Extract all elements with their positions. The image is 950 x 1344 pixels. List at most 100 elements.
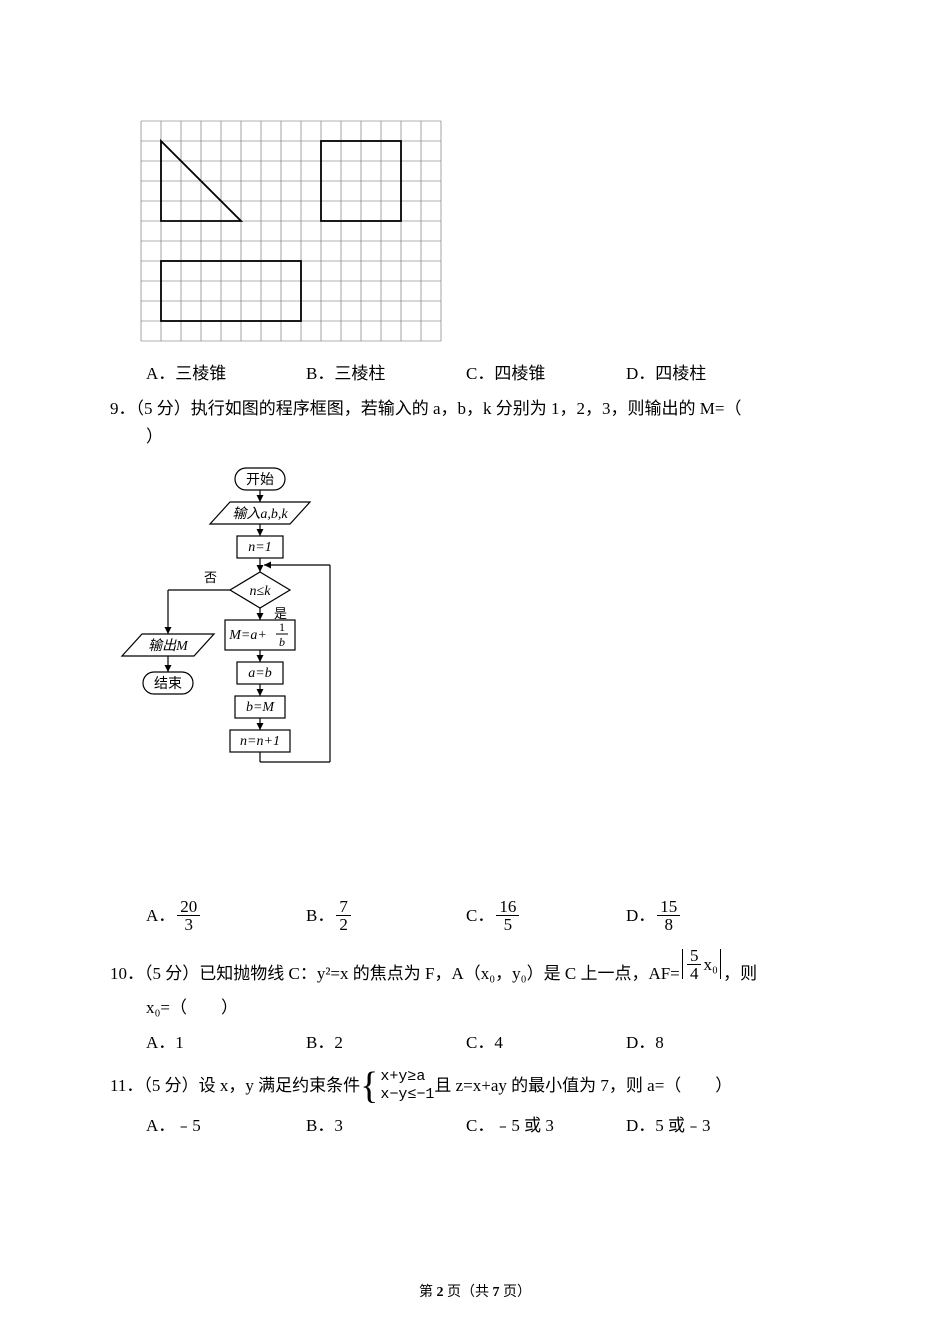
- option-label: D．: [626, 360, 655, 387]
- option-label: D．: [626, 902, 655, 929]
- three-view-grid-figure: [140, 120, 840, 350]
- option-label: D．: [626, 1112, 655, 1139]
- q8-options: A． 三棱锥 B． 三棱柱 C． 四棱锥 D． 四棱柱: [146, 360, 840, 387]
- fraction-num: 7: [336, 898, 351, 915]
- svg-text:b: b: [279, 635, 285, 649]
- q11-stem-prefix: 11．（5 分）设 x，y 满足约束条件: [110, 1072, 360, 1099]
- q9-stem: 9．（5 分）执行如图的程序框图，若输入的 a，b，k 分别为 1，2，3，则输…: [110, 395, 840, 422]
- q9-option-d: D． 15 8: [626, 898, 786, 933]
- q8-option-a: A． 三棱锥: [146, 360, 306, 387]
- option-label: C．: [466, 1029, 494, 1056]
- option-text: 8: [655, 1029, 664, 1056]
- q8-option-b: B． 三棱柱: [306, 360, 466, 387]
- svg-text:1: 1: [279, 620, 285, 634]
- option-label: B．: [306, 1029, 334, 1056]
- fraction: 15 8: [657, 898, 680, 933]
- fraction-num: 20: [177, 898, 200, 915]
- svg-text:M=a+: M=a+: [228, 628, 267, 643]
- footer-mid: 页（共: [444, 1285, 493, 1300]
- fraction-num: 5: [687, 947, 702, 964]
- q9-stem-line2: ）: [146, 427, 163, 446]
- option-text: ﹣5 或 3: [494, 1112, 554, 1139]
- q11-option-b: B． 3: [306, 1112, 466, 1139]
- option-label: B．: [306, 360, 334, 387]
- option-text: 2: [334, 1029, 343, 1056]
- option-text: ﹣5: [175, 1112, 201, 1139]
- option-text: 四棱柱: [655, 360, 706, 387]
- system-line-1: x+y≥a: [380, 1068, 434, 1086]
- fraction-den: 4: [687, 964, 702, 982]
- q11-option-a: A． ﹣5: [146, 1112, 306, 1139]
- system-line-2: x−y≤−1: [380, 1086, 434, 1104]
- grid-svg: [140, 120, 442, 342]
- q10-stem-suffix: ，则: [723, 960, 757, 987]
- fraction: 16 5: [496, 898, 519, 933]
- option-text: 5 或﹣3: [655, 1112, 710, 1139]
- q10-options: A． 1 B． 2 C． 4 D． 8: [146, 1029, 840, 1056]
- option-label: A．: [146, 1112, 175, 1139]
- q10-stem-line2-wrap: x₀=（ ）: [146, 994, 840, 1021]
- page-footer: 第 2 页（共 7 页）: [0, 1282, 950, 1304]
- q11-option-c: C． ﹣5 或 3: [466, 1112, 626, 1139]
- left-brace-icon: {: [360, 1070, 378, 1102]
- q11-option-d: D． 5 或﹣3: [626, 1112, 786, 1139]
- fraction-num: 15: [657, 898, 680, 915]
- q9-option-c: C． 16 5: [466, 898, 626, 933]
- svg-text:n=n+1: n=n+1: [240, 734, 280, 749]
- q9-options: A． 20 3 B． 7 2 C． 16 5 D． 15 8: [146, 898, 840, 933]
- option-label: C．: [466, 360, 494, 387]
- footer-current-page: 2: [437, 1285, 444, 1300]
- option-text: 四棱锥: [494, 360, 545, 387]
- q9-option-a: A． 20 3: [146, 898, 306, 933]
- footer-prefix: 第: [419, 1285, 437, 1300]
- q9-stem-line1: 9．（5 分）执行如图的程序框图，若输入的 a，b，k 分别为 1，2，3，则输…: [110, 395, 742, 422]
- q11-stem: 11．（5 分）设 x，y 满足约束条件 { x+y≥a x−y≤−1 且 z=…: [110, 1068, 840, 1104]
- svg-text:输入a,b,k: 输入a,b,k: [232, 506, 288, 522]
- option-text: 三棱柱: [334, 360, 385, 387]
- q8-option-c: C． 四棱锥: [466, 360, 626, 387]
- q10-option-d: D． 8: [626, 1029, 786, 1056]
- q10-stem: 10．（5 分）已知抛物线 C：y²=x 的焦点为 F，A（x₀，y₀）是 C …: [110, 947, 840, 988]
- svg-text:输出M: 输出M: [148, 638, 189, 654]
- flowchart-figure: 开始输入a,b,kn=1n≤k是否输出M结束M=a+1ba=bb=Mn=n+1: [120, 462, 840, 890]
- svg-text:n=1: n=1: [248, 540, 271, 555]
- q11-options: A． ﹣5 B． 3 C． ﹣5 或 3 D． 5 或﹣3: [146, 1112, 840, 1139]
- option-label: C．: [466, 902, 494, 929]
- fraction-den: 2: [336, 915, 351, 933]
- svg-text:开始: 开始: [246, 472, 274, 488]
- footer-total-pages: 7: [493, 1285, 500, 1300]
- x0-text: x₀: [703, 951, 717, 978]
- svg-text:是: 是: [274, 606, 287, 621]
- fraction: 20 3: [177, 898, 200, 933]
- q9-stem-line2-wrap: ）: [146, 423, 840, 450]
- exam-page: A． 三棱锥 B． 三棱柱 C． 四棱锥 D． 四棱柱 9．（5 分）执行如图的…: [0, 0, 950, 1344]
- option-label: C．: [466, 1112, 494, 1139]
- q11-stem-suffix: 且 z=x+ay 的最小值为 7，则 a=（ ）: [434, 1072, 732, 1099]
- svg-text:否: 否: [204, 570, 217, 585]
- option-label: A．: [146, 360, 175, 387]
- svg-text:n≤k: n≤k: [250, 584, 272, 599]
- option-label: A．: [146, 902, 175, 929]
- q10-option-c: C． 4: [466, 1029, 626, 1056]
- option-text: 3: [334, 1112, 343, 1139]
- option-text: 4: [494, 1029, 503, 1056]
- fraction-den: 8: [657, 915, 680, 933]
- q10-option-a: A． 1: [146, 1029, 306, 1056]
- q8-option-d: D． 四棱柱: [626, 360, 786, 387]
- system-lines: x+y≥a x−y≤−1: [380, 1068, 434, 1104]
- q10-stem-prefix: 10．（5 分）已知抛物线 C：y²=x 的焦点为 F，A（x₀，y₀）是 C …: [110, 960, 680, 987]
- svg-text:结束: 结束: [154, 676, 182, 692]
- q10-stem-line2: x₀=（ ）: [146, 998, 238, 1017]
- q9-option-b: B． 7 2: [306, 898, 466, 933]
- option-text: 三棱锥: [175, 360, 226, 387]
- flowchart-svg: 开始输入a,b,kn=1n≤k是否输出M结束M=a+1ba=bb=Mn=n+1: [120, 462, 350, 882]
- system-of-equations: { x+y≥a x−y≤−1: [360, 1068, 434, 1104]
- fraction: 5 4: [687, 947, 702, 982]
- fraction-num: 16: [496, 898, 519, 915]
- fraction-den: 3: [177, 915, 200, 933]
- footer-suffix: 页）: [500, 1285, 532, 1300]
- option-label: B．: [306, 902, 334, 929]
- svg-text:b=M: b=M: [246, 700, 275, 715]
- absolute-value: 5 4 x₀: [680, 947, 723, 982]
- option-label: B．: [306, 1112, 334, 1139]
